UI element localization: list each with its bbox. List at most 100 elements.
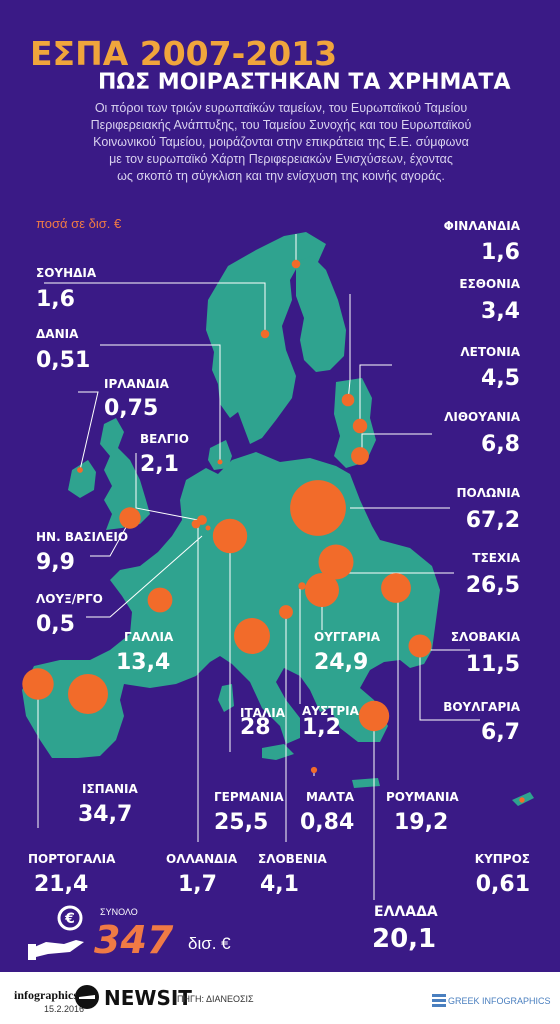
page-subtitle: ΠΩΣ ΜΟΙΡΑΣΤΗΚΑΝ ΤΑ ΧΡΗΜΑΤΑ: [98, 70, 511, 95]
brand-newsit: NEWSIT: [104, 986, 192, 1010]
leader-uk: [90, 519, 131, 557]
value-sweden: 1,6: [36, 287, 75, 312]
source-note: ΠΗΓΗ: ΔΙΑΝΕΟΣΙΣ: [177, 994, 254, 1004]
value-belgium: 2,1: [140, 452, 179, 477]
label-portugal: ΠΟΡΤΟΓΑΛΙΑ: [28, 852, 116, 866]
intro-line: Οι πόροι των τριών ευρωπαϊκών ταμείων, τ…: [94, 101, 468, 115]
leader-lux: [86, 535, 203, 618]
label-latvia: ΛΕΤΟΝΙΑ: [460, 345, 520, 359]
value-germany: 25,5: [214, 810, 269, 835]
label-malta: ΜΑΛΤΑ: [306, 790, 354, 804]
label-romania: ΡΟΥΜΑΝΙΑ: [386, 790, 459, 804]
bubble-lithuania: [351, 447, 369, 465]
label-czech: ΤΣΕΧΙΑ: [472, 551, 520, 565]
value-uk: 9,9: [36, 550, 75, 575]
leader-denmark: [100, 344, 221, 460]
leader-ireland: [78, 391, 99, 471]
label-belgium: ΒΕΛΓΙΟ: [140, 432, 189, 446]
value-slovakia: 11,5: [465, 652, 520, 677]
bubble-bulgaria: [411, 639, 429, 657]
value-italy: 28: [240, 715, 271, 740]
credit: GREEK INFOGRAPHICS: [448, 996, 551, 1006]
value-latvia: 4,5: [481, 366, 520, 391]
value-hungary: 24,9: [314, 650, 369, 675]
intro-line: Περιφερειακής Ανάπτυξης, του Ταμείου Συν…: [90, 118, 472, 132]
sardinia-shape: [218, 684, 234, 712]
value-denmark: 0,51: [36, 348, 91, 373]
label-uk: ΗΝ. ΒΑΣΙΛΕΙΟ: [36, 530, 129, 544]
label-finland: ΦΙΝΛΑΝΔΙΑ: [443, 219, 520, 233]
bubble-romania: [381, 573, 411, 603]
bubble-czech: [318, 544, 354, 580]
sicily-shape: [262, 744, 294, 760]
value-czech: 26,5: [465, 573, 520, 598]
bubble-netherlands: [191, 519, 201, 529]
label-denmark: ΔΑΝΙΑ: [36, 327, 79, 341]
bubble-spain: [68, 674, 108, 714]
euro-coin-hand-icon: €: [28, 905, 84, 960]
total-unit: δισ. €: [188, 934, 231, 953]
value-estonia: 3,4: [481, 299, 520, 324]
label-estonia: ΕΣΘΟΝΙΑ: [459, 277, 520, 291]
bubble-france: [147, 587, 173, 613]
bubble-finland: [291, 259, 301, 269]
bubble-ireland: [77, 467, 83, 473]
newsit-logo-icon: [75, 985, 99, 1009]
page-title: ΕΣΠΑ 2007-2013: [30, 34, 338, 73]
footer: infographics 15.2.2016 NEWSIT ΠΗΓΗ: ΔΙΑΝ…: [0, 972, 560, 1024]
label-cyprus: ΚΥΠΡΟΣ: [474, 852, 530, 866]
bubble-poland: [290, 480, 346, 536]
label-slovakia: ΣΛΟΒΑΚΙΑ: [450, 630, 520, 644]
intro-line: ως σκοπό τη σύγκλιση και την ενίσχυση τη…: [117, 169, 445, 183]
bubble-italy: [234, 618, 270, 654]
finland-shape: [296, 256, 346, 372]
value-austria: 1,2: [302, 715, 341, 740]
label-italy: ΙΤΑΛΙΑ: [240, 706, 285, 720]
bubble-uk: [119, 507, 141, 529]
label-ireland: ΙΡΛΑΝΔΙΑ: [104, 377, 169, 391]
value-greece: 20,1: [372, 924, 437, 954]
bubble-sweden: [260, 329, 270, 339]
leader-bulgaria: [419, 648, 480, 721]
label-spain: ΙΣΠΑΝΙΑ: [82, 782, 138, 796]
bubble-latvia: [352, 418, 368, 434]
bubble-denmark: [217, 459, 223, 465]
bubble-malta: [310, 766, 318, 774]
greek-infographics-logo-icon: [432, 994, 446, 1007]
value-portugal: 21,4: [34, 872, 89, 897]
value-luxembourg: 0,5: [36, 612, 75, 637]
total-label: ΣΥΝΟΛΟ: [100, 907, 138, 917]
label-lithuania: ΛΙΘΟΥΑΝΙΑ: [444, 410, 520, 424]
label-poland: ΠΟΛΩΝΙΑ: [456, 486, 520, 500]
bubble-hungary: [305, 573, 339, 607]
britain-shape: [100, 418, 150, 530]
label-greece: ΕΛΛΑΔΑ: [374, 904, 438, 920]
unit-note: ποσά σε δισ. €: [36, 216, 122, 231]
intro-line: Κοινωνικού Ταμείου, μοιράζονται στην επι…: [93, 135, 469, 149]
value-france: 13,4: [116, 650, 171, 675]
total-value: 347: [94, 918, 174, 962]
value-spain: 34,7: [78, 802, 133, 827]
leader-latvia: [359, 364, 392, 422]
label-germany: ΓΕΡΜΑΝΙΑ: [214, 790, 284, 804]
value-finland: 1,6: [481, 240, 520, 265]
bubble-estonia: [341, 393, 355, 407]
value-lithuania: 6,8: [481, 432, 520, 457]
label-netherlands: ΟΛΛΑΝΔΙΑ: [166, 852, 238, 866]
leader-sweden: [44, 282, 266, 334]
value-netherlands: 1,7: [178, 872, 217, 897]
intro-line: με τον ευρωπαϊκό Χάρτη Περιφερειακών Ενι…: [109, 152, 453, 166]
label-hungary: ΟΥΓΓΑΡΙΑ: [314, 630, 381, 644]
label-sweden: ΣΟΥΗΔΙΑ: [36, 266, 97, 280]
bubble-cyprus: [519, 797, 525, 803]
bubble-greece: [358, 700, 390, 732]
value-malta: 0,84: [300, 810, 355, 835]
bubble-portugal: [22, 668, 54, 700]
label-luxembourg: ΛΟΥΞ/ΡΓΟ: [36, 592, 103, 606]
crete-shape: [352, 778, 380, 788]
intro-text: Οι πόροι των τριών ευρωπαϊκών ταμείων, τ…: [18, 100, 544, 185]
footer-date: 15.2.2016: [44, 1004, 85, 1014]
bubble-austria: [298, 582, 306, 590]
